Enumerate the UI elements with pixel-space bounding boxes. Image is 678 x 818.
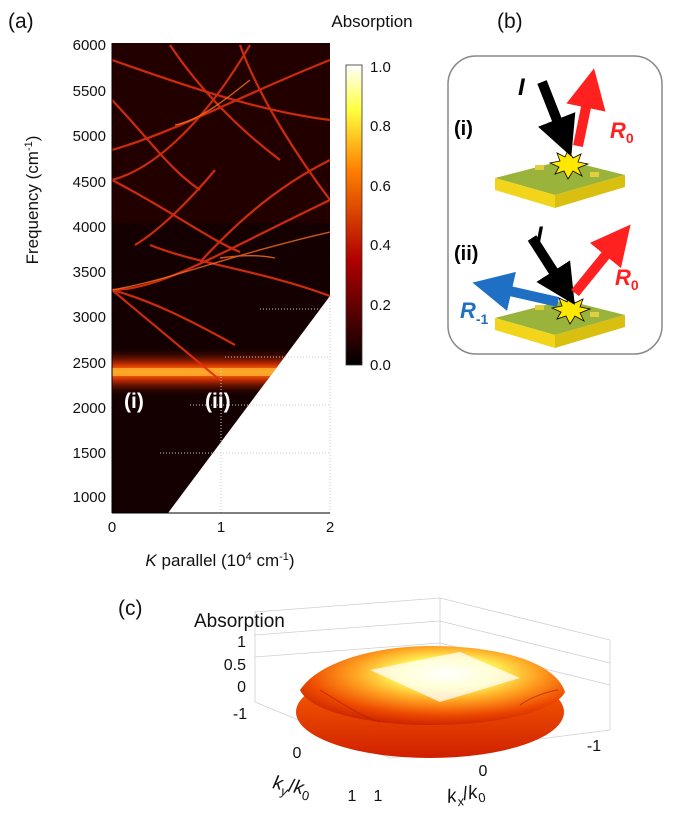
cbar-tick-0.0: 0.0 bbox=[370, 357, 391, 374]
panel-a-label: (a) bbox=[8, 10, 34, 33]
colorbar-title: Absorption bbox=[331, 12, 412, 31]
y-tick-5500: 5500 bbox=[73, 83, 106, 100]
y-tick-1000: 1000 bbox=[73, 489, 106, 506]
y-tick-6000: 6000 bbox=[73, 37, 106, 54]
incident-arrow-ii bbox=[527, 235, 575, 305]
annotation-ii: (ii) bbox=[205, 390, 231, 413]
y-tick-4000: 4000 bbox=[73, 219, 106, 236]
cbar-tick-0.6: 0.6 bbox=[370, 178, 391, 195]
case-i: (i) I R0 bbox=[454, 68, 634, 208]
case-ii-label: (ii) bbox=[454, 243, 478, 265]
cbar-tick-0.8: 0.8 bbox=[370, 118, 391, 135]
kx-axis-label: kx/k0 bbox=[445, 781, 487, 811]
kx-tick-1: 1 bbox=[374, 788, 383, 805]
ky-tick-0: 0 bbox=[293, 745, 302, 762]
case-ii: (ii) I R0 R-1 bbox=[454, 222, 639, 348]
kx-tick-0: 0 bbox=[479, 763, 488, 780]
y-tick-2000: 2000 bbox=[73, 400, 106, 417]
reflected-label-i: R0 bbox=[610, 118, 634, 146]
diffracted-label-ii: R-1 bbox=[460, 298, 489, 327]
reflected-label-ii: R0 bbox=[615, 265, 639, 293]
reflected-arrow-i bbox=[566, 68, 606, 148]
cbar-tick-0.2: 0.2 bbox=[370, 297, 391, 314]
ky-axis-label: ky/k0 bbox=[270, 772, 312, 803]
y-tick-5000: 5000 bbox=[73, 128, 106, 145]
x-tick-1: 1 bbox=[217, 519, 225, 536]
colorbar bbox=[345, 64, 363, 366]
incident-label-i: I bbox=[518, 74, 526, 101]
y-tick-1500: 1500 bbox=[73, 445, 106, 462]
cbar-tick-1.0: 1.0 bbox=[370, 59, 391, 76]
diffraction-diagram: (i) I R0 (ii) I R0 R-1 bbox=[447, 55, 663, 355]
cbar-tick-0.4: 0.4 bbox=[370, 237, 391, 254]
z-tick-1: 1 bbox=[237, 634, 246, 651]
surface-title: Absorption bbox=[194, 611, 285, 632]
kx-tick-neg1: -1 bbox=[587, 738, 601, 755]
y-tick-3000: 3000 bbox=[73, 309, 106, 326]
ky-tick-1: 1 bbox=[348, 788, 357, 805]
z-tick-0.5: 0.5 bbox=[224, 657, 246, 674]
absorption-heatmap-chart: 1000 1500 2000 2500 3000 3500 4000 4500 … bbox=[23, 12, 413, 570]
sparkle-icon-i bbox=[548, 149, 590, 180]
y-tick-4500: 4500 bbox=[73, 174, 106, 191]
y-tick-3500: 3500 bbox=[73, 264, 106, 281]
x-tick-0: 0 bbox=[108, 519, 116, 536]
ky-tick-neg1: -1 bbox=[233, 706, 247, 723]
incident-label-ii: I bbox=[536, 222, 544, 249]
absorption-surface-plot: Absorption 1 0.5 0 -1 0 1 1 0 -1 ky/k0 k… bbox=[194, 597, 611, 811]
panel-b-label: (b) bbox=[497, 10, 523, 33]
case-i-label: (i) bbox=[454, 118, 473, 140]
y-axis-title: Frequency (cm-1) bbox=[23, 136, 42, 265]
diffracted-arrow-ii bbox=[472, 271, 560, 311]
annotation-i: (i) bbox=[124, 390, 144, 413]
panel-c-label: (c) bbox=[118, 597, 143, 620]
y-tick-2500: 2500 bbox=[73, 355, 106, 372]
reflected-arrow-ii bbox=[571, 224, 631, 297]
z-tick-0: 0 bbox=[237, 679, 246, 696]
x-axis-title: K parallel (104 cm-1) bbox=[145, 551, 294, 570]
x-tick-2: 2 bbox=[326, 519, 334, 536]
incident-arrow-i bbox=[537, 80, 576, 157]
heatmap-field bbox=[112, 43, 330, 513]
